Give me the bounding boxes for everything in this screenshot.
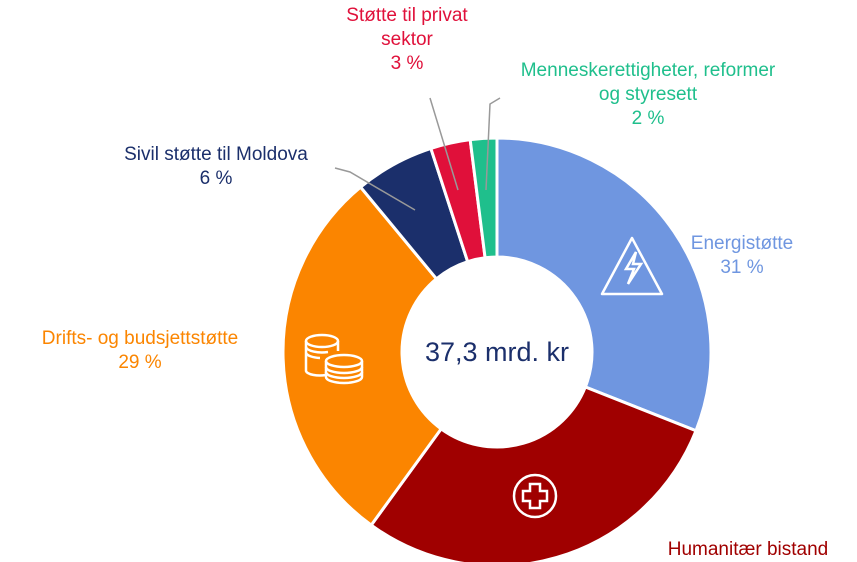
value-label: 29 % (118, 352, 162, 373)
slice-label: Menneskerettigheter, reformer og styrese… (513, 59, 783, 131)
value-label: 31 % (720, 257, 764, 278)
category-label: Energistøtte (690, 233, 794, 254)
slice-label: Drifts- og budsjettstøtte 29 % (0, 327, 280, 375)
slice-label: Energistøtte 31 % (657, 232, 827, 280)
slice-label: Støtte til privat sektor 3 % (332, 4, 482, 76)
energy-icon (623, 251, 644, 285)
leader-line (334, 167, 416, 211)
category-label: Menneskerettigheter, reformer og styrese… (520, 60, 776, 105)
value-label: 2 % (631, 108, 665, 129)
category-label: Humanitær bistand (667, 539, 829, 560)
category-label: Støtte til privat sektor (346, 5, 468, 50)
category-label: Drifts- og budsjettstøtte (41, 328, 239, 349)
energy-icon (600, 236, 664, 296)
slice (495, 136, 713, 433)
leader-line (485, 97, 501, 191)
coins-icon (304, 333, 364, 385)
slice-label: Sivil støtte til Moldova 6 % (86, 143, 346, 191)
slice (281, 184, 444, 528)
slice-label: Humanitær bistand29 % (638, 538, 857, 562)
center-label: 37,3 mrd. kr (425, 337, 569, 367)
health-icon (512, 473, 558, 519)
value-label: 3 % (390, 53, 424, 74)
health-icon (521, 482, 549, 510)
category-label: Sivil støtte til Moldova (124, 144, 308, 165)
value-label: 6 % (199, 168, 233, 189)
slice (468, 136, 499, 260)
icons (304, 236, 664, 519)
leader-line (429, 97, 459, 191)
